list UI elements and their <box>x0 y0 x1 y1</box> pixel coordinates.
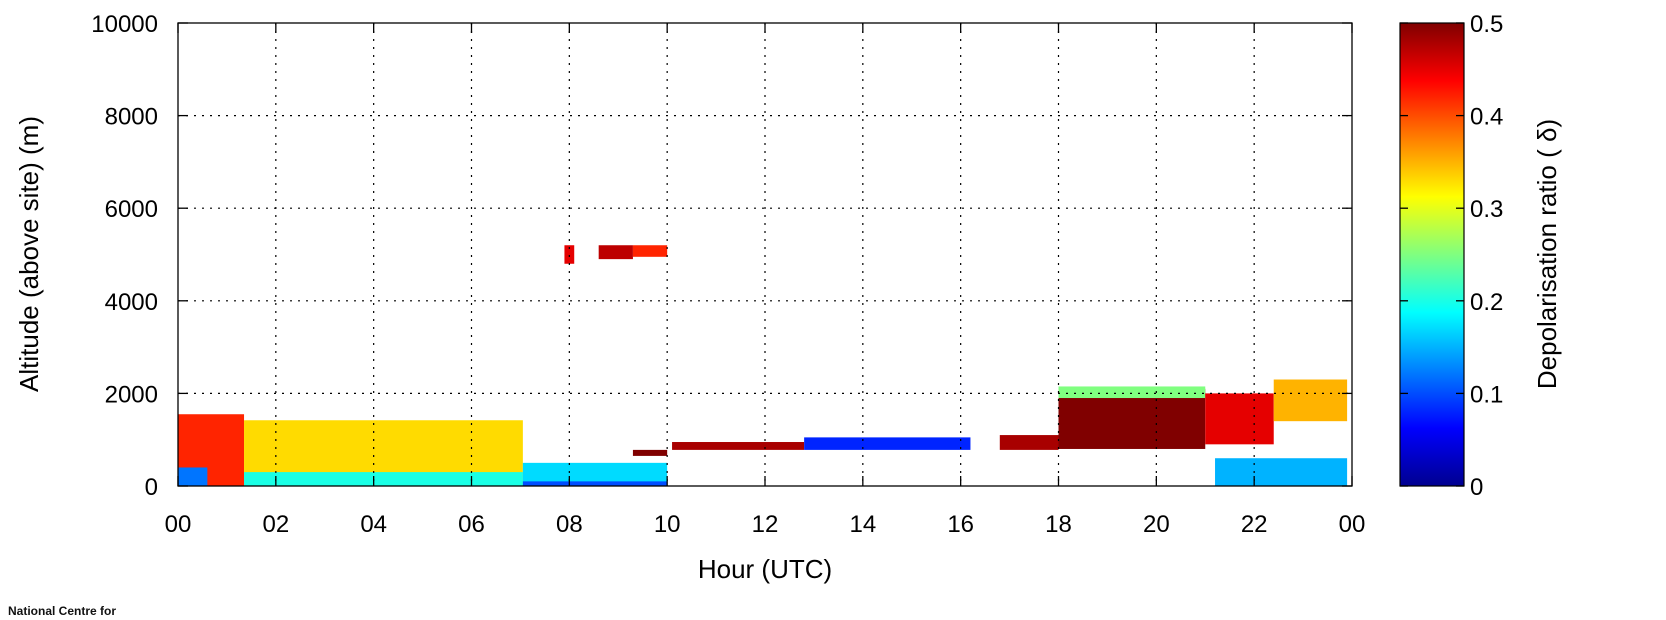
heatmap-region-1 <box>178 467 208 486</box>
y-tick-label: 2000 <box>105 381 158 408</box>
x-tick-label: 16 <box>947 511 974 538</box>
colorbar-tick-label: 0.1 <box>1470 381 1503 408</box>
heatmap-region-17 <box>1215 458 1348 486</box>
colorbar-tick-label: 0.4 <box>1470 104 1503 131</box>
x-tick-label: 18 <box>1045 511 1072 538</box>
heatmap-region-16 <box>1273 379 1348 422</box>
colorbar-ticks: 0 0.1 0.2 0.3 0.4 0.5 <box>1400 11 1503 501</box>
x-tick-label: 14 <box>849 511 876 538</box>
x-tick-label: 22 <box>1241 511 1268 538</box>
y-tick-label: 10000 <box>91 11 158 38</box>
y-axis-label: Altitude (above site) (m) <box>14 116 44 392</box>
y-axis-ticks: 0 2000 4000 6000 8000 10000 <box>91 11 1352 501</box>
x-axis-label: Hour (UTC) <box>698 554 832 584</box>
heatmap-region-6 <box>632 449 668 456</box>
heatmap-region-9 <box>632 245 668 257</box>
heatmap-region-10 <box>672 442 805 450</box>
heatmap-data <box>178 245 1348 486</box>
colorbar-tick-label: 0.5 <box>1470 11 1503 38</box>
heatmap-region-8 <box>598 245 633 260</box>
heatmap-region-3 <box>244 472 523 486</box>
grid-lines <box>178 23 1352 486</box>
colorbar-label: Depolarisation ratio ( δ) <box>1532 119 1562 389</box>
x-tick-label: 20 <box>1143 511 1170 538</box>
x-tick-label: 00 <box>165 511 192 538</box>
x-tick-label: 02 <box>262 511 289 538</box>
x-tick-label: 08 <box>556 511 583 538</box>
y-tick-label: 6000 <box>105 196 158 223</box>
heatmap-region-15 <box>1205 393 1274 445</box>
colorbar <box>1399 22 1465 487</box>
x-tick-label: 06 <box>458 511 485 538</box>
x-axis-ticks: 00 02 04 06 08 10 12 14 16 18 20 22 00 <box>165 23 1366 538</box>
heatmap-region-11 <box>804 437 971 450</box>
heatmap-region-5 <box>522 481 668 486</box>
heatmap-region-7 <box>564 245 575 264</box>
x-tick-label: 10 <box>654 511 681 538</box>
colorbar-tick-label: 0.3 <box>1470 196 1503 223</box>
heatmap-region-14 <box>1058 386 1206 399</box>
x-tick-label: 00 <box>1339 511 1366 538</box>
heatmap-region-4 <box>522 462 668 486</box>
heatmap-region-13 <box>1058 388 1206 449</box>
y-tick-label: 0 <box>145 474 158 501</box>
y-tick-label: 8000 <box>105 104 158 131</box>
x-tick-label: 04 <box>360 511 387 538</box>
colorbar-tick-label: 0 <box>1470 474 1483 501</box>
colorbar-tick-label: 0.2 <box>1470 289 1503 316</box>
heatmap-region-12 <box>999 435 1059 450</box>
y-tick-label: 4000 <box>105 289 158 316</box>
x-tick-label: 12 <box>752 511 779 538</box>
logo-text: National Centre for <box>8 604 117 618</box>
